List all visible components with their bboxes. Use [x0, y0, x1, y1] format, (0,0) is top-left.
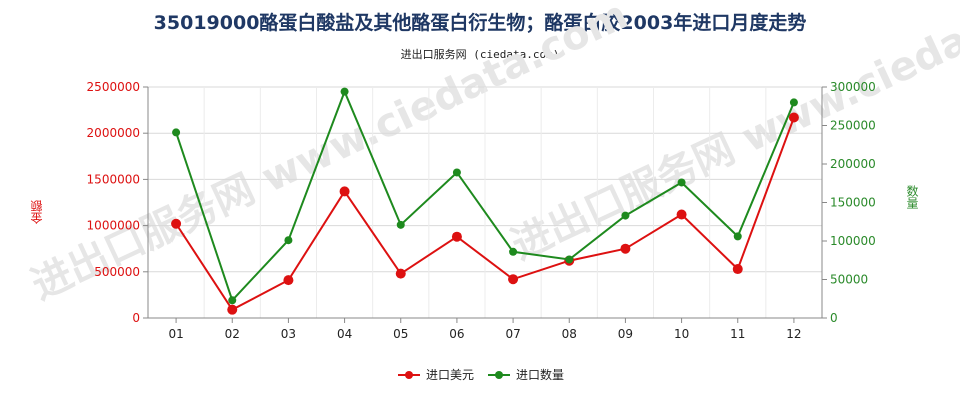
legend-label: 进口数量 — [516, 367, 564, 382]
series-2-point — [509, 247, 518, 256]
series-2-point — [284, 236, 293, 245]
series-1-point — [508, 274, 519, 285]
legend-label: 进口美元 — [426, 368, 474, 382]
series-2-point — [340, 87, 349, 96]
y-left-tick-label: 1500000 — [87, 172, 140, 186]
x-tick-label: 06 — [449, 327, 464, 341]
series-2-point — [677, 178, 686, 187]
series-2-point — [565, 255, 574, 264]
y-right-tick-label: 0 — [830, 311, 838, 325]
x-tick-label: 09 — [618, 327, 633, 341]
series-2-point — [172, 128, 181, 137]
y-right-tick-label: 250000 — [830, 119, 876, 133]
x-tick-label: 04 — [337, 327, 352, 341]
series-2-point — [396, 220, 405, 229]
y-left-tick-label: 500000 — [94, 265, 140, 279]
x-tick-label: 10 — [674, 327, 689, 341]
series-2-point — [733, 232, 742, 241]
x-tick-label: 03 — [281, 327, 296, 341]
y-right-tick-label: 300000 — [830, 80, 876, 94]
series-1-point — [676, 209, 687, 220]
watermark: 进出口服务网 www.ciedata.com — [25, 0, 635, 309]
x-tick-label: 02 — [225, 327, 240, 341]
y-left-tick-label: 2500000 — [87, 80, 140, 94]
series-2-point — [621, 211, 630, 220]
x-tick-label: 05 — [393, 327, 408, 341]
y-right-tick-label: 50000 — [830, 273, 868, 287]
series-1-point — [227, 304, 238, 315]
series-1-point — [283, 275, 294, 286]
x-tick-label: 08 — [562, 327, 577, 341]
y-left-tick-label: 2000000 — [87, 126, 140, 140]
series-1-point — [339, 186, 350, 197]
chart-title: 35019000酪蛋白酸盐及其他酪蛋白衍生物；酪蛋白胶2003年进口月度走势 — [153, 12, 807, 34]
y-right-tick-label: 100000 — [830, 234, 876, 248]
series-1-point — [620, 243, 631, 254]
series-2-point — [228, 296, 237, 305]
series-1-point — [788, 112, 799, 123]
x-tick-label: 07 — [505, 327, 520, 341]
series-2-point — [452, 168, 461, 177]
series-1-point — [451, 231, 462, 242]
series-1-point — [395, 268, 406, 279]
y-left-tick-label: 0 — [132, 311, 140, 325]
x-tick-label: 12 — [786, 327, 801, 341]
y-right-tick-label: 200000 — [830, 157, 876, 171]
series-2-point — [789, 98, 798, 107]
x-tick-label: 11 — [730, 327, 745, 341]
series-1-point — [732, 264, 743, 275]
chart-subtitle: 进出口服务网 (ciedata.com) — [400, 48, 560, 61]
series-1-point — [171, 218, 182, 229]
legend-swatch-marker — [495, 371, 503, 379]
y-right-tick-label: 150000 — [830, 196, 876, 210]
legend-swatch-marker — [405, 371, 413, 379]
x-tick-label: 01 — [168, 327, 183, 341]
series-line-2 — [175, 88, 795, 303]
y-axis-right-label: 数量 — [905, 185, 919, 209]
y-left-tick-label: 1000000 — [87, 219, 140, 233]
series-line-1 — [175, 117, 795, 311]
